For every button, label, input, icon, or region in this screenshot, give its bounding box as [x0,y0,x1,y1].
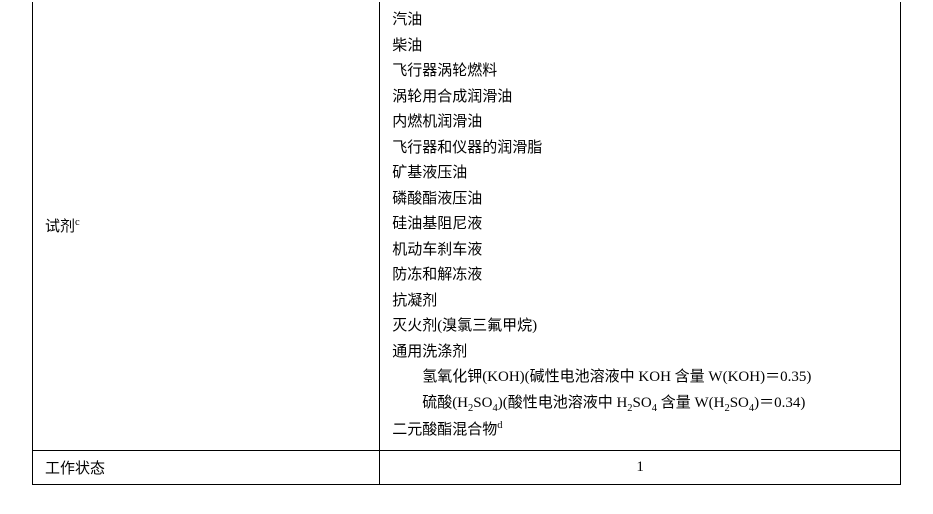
work-state-label-cell: 工作状态 [33,450,380,484]
work-state-value: 1 [636,459,644,475]
list-item: 矿基液压油 [392,161,888,187]
reagents-list: 汽油柴油飞行器涡轮燃料涡轮用合成润滑油内燃机润滑油飞行器和仪器的润滑脂矿基液压油… [392,8,888,444]
list-item: 柴油 [392,34,888,60]
list-item: 防冻和解冻液 [392,263,888,289]
document-table: 试剂c 汽油柴油飞行器涡轮燃料涡轮用合成润滑油内燃机润滑油飞行器和仪器的润滑脂矿… [32,2,901,485]
list-item: 磷酸酯液压油 [392,187,888,213]
list-item: 二元酸酯混合物d [392,417,888,444]
list-item: 灭火剂(溴氯三氟甲烷) [392,314,888,340]
table-row-reagents: 试剂c 汽油柴油飞行器涡轮燃料涡轮用合成润滑油内燃机润滑油飞行器和仪器的润滑脂矿… [33,2,901,450]
list-item: 抗凝剂 [392,289,888,315]
work-state-label: 工作状态 [45,461,105,477]
list-item: 汽油 [392,8,888,34]
list-item: 机动车刹车液 [392,238,888,264]
list-item: 通用洗涤剂 [392,340,888,366]
list-item: 涡轮用合成润滑油 [392,85,888,111]
work-state-value-cell: 1 [380,450,901,484]
list-sub-item: 氢氧化钾(KOH)(碱性电池溶液中 KOH 含量 W(KOH)＝0.35) [392,365,888,391]
list-sub-item: 硫酸(H2SO4)(酸性电池溶液中 H2SO4 含量 W(H2SO4)＝0.34… [392,391,888,418]
reagents-label: 试剂c [45,219,80,235]
list-item: 飞行器涡轮燃料 [392,59,888,85]
list-item: 飞行器和仪器的润滑脂 [392,136,888,162]
list-item: 内燃机润滑油 [392,110,888,136]
reagents-label-cell: 试剂c [33,2,380,450]
page: 试剂c 汽油柴油飞行器涡轮燃料涡轮用合成润滑油内燃机润滑油飞行器和仪器的润滑脂矿… [0,0,933,514]
list-item: 硅油基阻尼液 [392,212,888,238]
reagents-list-cell: 汽油柴油飞行器涡轮燃料涡轮用合成润滑油内燃机润滑油飞行器和仪器的润滑脂矿基液压油… [380,2,901,450]
table-row-work-state: 工作状态 1 [33,450,901,484]
